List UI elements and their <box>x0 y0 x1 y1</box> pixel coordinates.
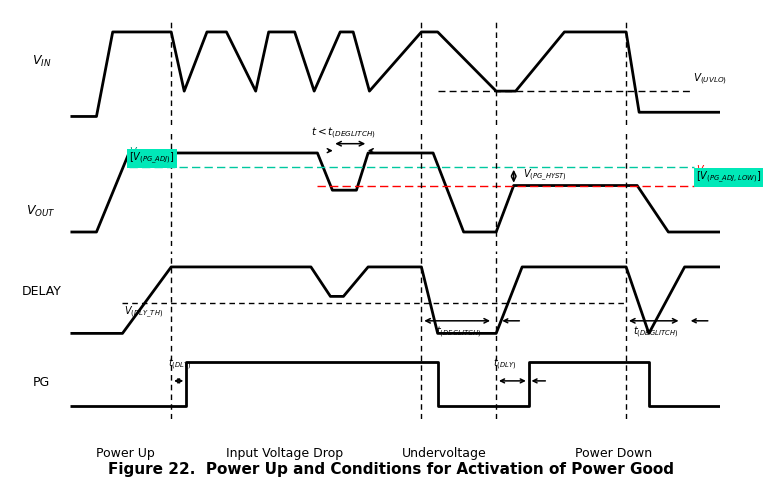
Text: Undervoltage: Undervoltage <box>402 447 486 460</box>
Text: $t < t_{(DEGLITCH)}$: $t < t_{(DEGLITCH)}$ <box>312 126 376 141</box>
Text: $t_{(DLY)}$: $t_{(DLY)}$ <box>168 357 192 372</box>
Text: PG: PG <box>33 376 50 389</box>
Text: Figure 22.  Power Up and Conditions for Activation of Power Good: Figure 22. Power Up and Conditions for A… <box>109 462 674 477</box>
Text: $V_{(PG\_TH,LOW)}$: $V_{(PG\_TH,LOW)}$ <box>695 164 751 179</box>
Text: $V_{(DLY\_TH)}$: $V_{(DLY\_TH)}$ <box>124 305 163 320</box>
Text: $t_{(DEGLITCH)}$: $t_{(DEGLITCH)}$ <box>436 324 482 340</box>
Text: Power Down: Power Down <box>575 447 651 460</box>
Text: $[V_{(PG\_ADJ,LOW)}]$: $[V_{(PG\_ADJ,LOW)}]$ <box>695 170 761 185</box>
Text: $V_{(PG\_TH)}$: $V_{(PG\_TH)}$ <box>129 146 164 161</box>
Text: DELAY: DELAY <box>21 285 61 298</box>
Text: $V_{OUT}$: $V_{OUT}$ <box>27 203 56 219</box>
Text: $V_{(UVLO)}$: $V_{(UVLO)}$ <box>693 71 727 87</box>
Text: Input Voltage Drop: Input Voltage Drop <box>226 447 344 460</box>
Text: $t_{(DLY)}$: $t_{(DLY)}$ <box>493 357 517 372</box>
Text: Power Up: Power Up <box>96 447 155 460</box>
Text: $t_{(DEGLITCH)}$: $t_{(DEGLITCH)}$ <box>633 324 678 340</box>
Text: $[V_{(PG\_ADJ)}]$: $[V_{(PG\_ADJ)}]$ <box>129 151 175 166</box>
Text: $V_{IN}$: $V_{IN}$ <box>31 54 51 69</box>
Text: $V_{(PG\_HYST)}$: $V_{(PG\_HYST)}$ <box>524 167 568 183</box>
